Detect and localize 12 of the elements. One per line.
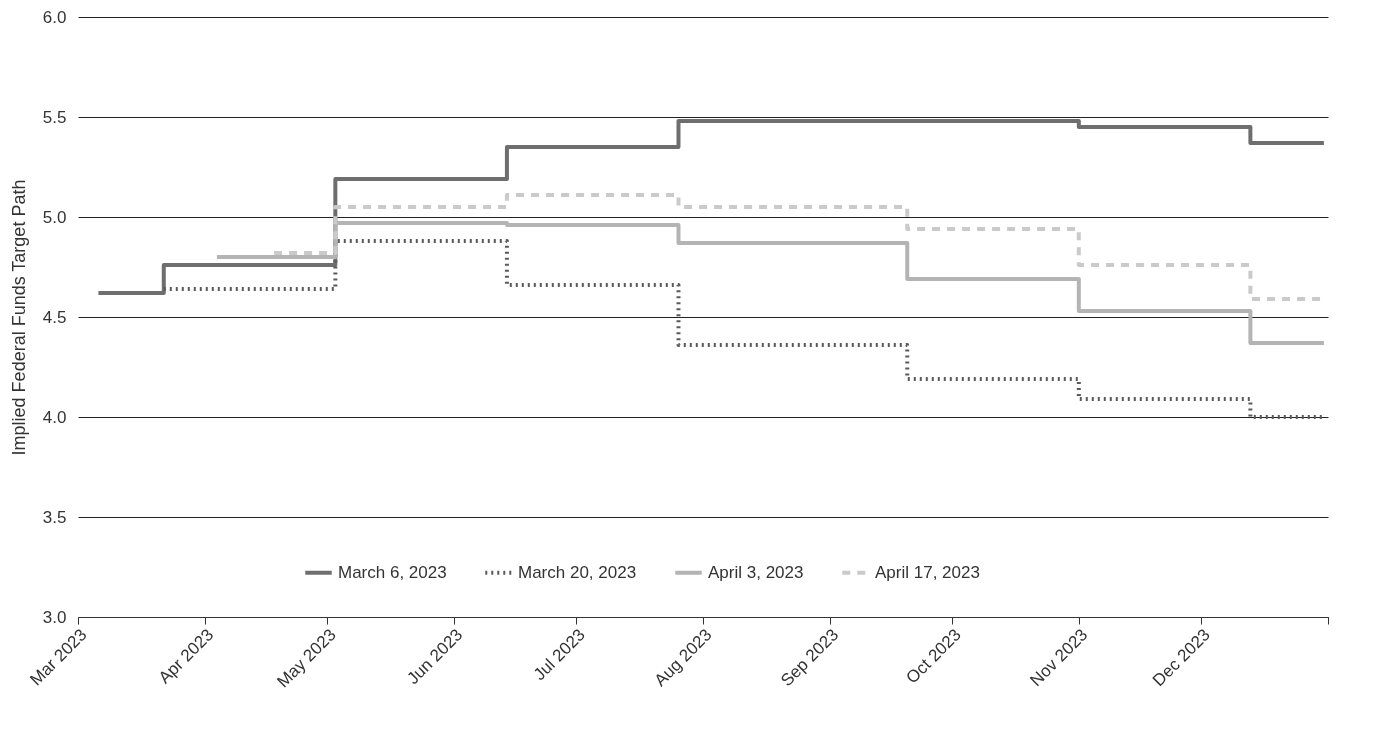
- y-tick-label: 3.0: [42, 607, 67, 627]
- y-tick-label: 5.5: [42, 107, 67, 127]
- y-tick-label: 5.0: [42, 207, 67, 227]
- y-tick-label: 4.0: [42, 407, 67, 427]
- y-axis-title: Implied Federal Funds Target Path: [8, 179, 29, 456]
- legend-label: March 20, 2023: [518, 562, 637, 582]
- legend-label: April 3, 2023: [708, 562, 804, 582]
- legend-label: April 17, 2023: [875, 562, 980, 582]
- y-tick-label: 4.5: [42, 307, 67, 327]
- y-tick-label: 6.0: [42, 7, 67, 27]
- legend-label: March 6, 2023: [338, 562, 447, 582]
- y-tick-label: 3.5: [42, 507, 67, 527]
